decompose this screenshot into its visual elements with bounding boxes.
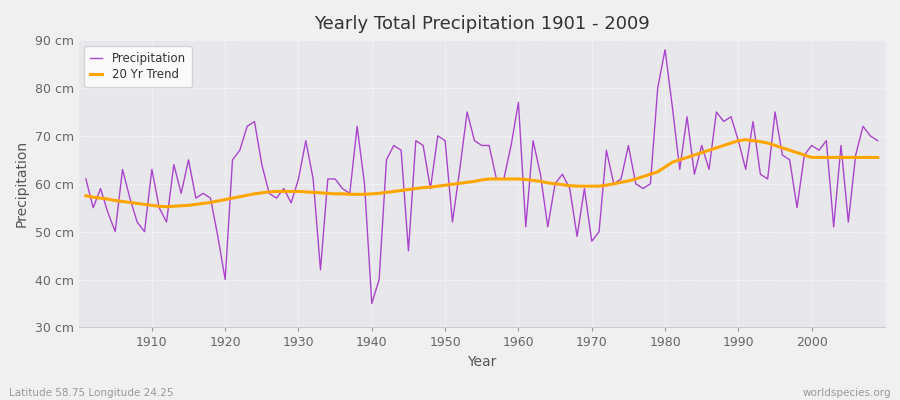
Title: Yearly Total Precipitation 1901 - 2009: Yearly Total Precipitation 1901 - 2009 [314,15,650,33]
Precipitation [520,224,531,229]
20 Yr Trend [140,202,150,207]
X-axis label: Year: Year [467,355,497,369]
20 Yr Trend [308,190,319,195]
20 Yr Trend [872,155,883,160]
20 Yr Trend [161,204,172,209]
Precipitation [872,138,883,143]
Precipitation [513,100,524,105]
Precipitation [366,301,377,306]
Precipitation [301,138,311,143]
20 Yr Trend [741,137,751,142]
Precipitation [80,176,91,181]
20 Yr Trend [80,193,91,198]
20 Yr Trend [608,181,619,186]
Precipitation [608,181,619,186]
Precipitation [345,191,356,196]
Text: Latitude 58.75 Longitude 24.25: Latitude 58.75 Longitude 24.25 [9,388,174,398]
20 Yr Trend [513,176,524,181]
Line: Precipitation: Precipitation [86,50,878,304]
Precipitation [660,47,670,52]
Precipitation [140,229,150,234]
Y-axis label: Precipitation: Precipitation [15,140,29,227]
20 Yr Trend [520,177,531,182]
Legend: Precipitation, 20 Yr Trend: Precipitation, 20 Yr Trend [85,46,192,87]
Line: 20 Yr Trend: 20 Yr Trend [86,140,878,207]
20 Yr Trend [352,192,363,197]
Text: worldspecies.org: worldspecies.org [803,388,891,398]
